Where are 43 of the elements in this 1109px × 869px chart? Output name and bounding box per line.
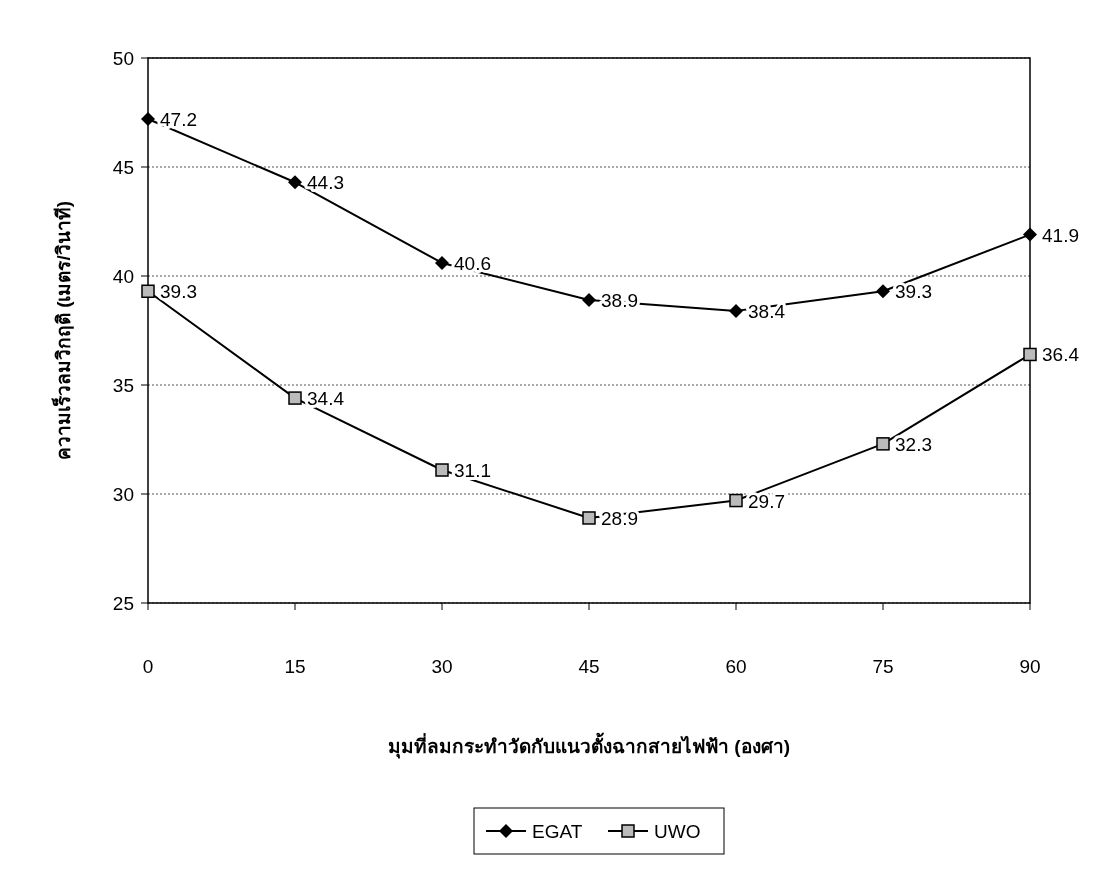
data-label: 40.6 xyxy=(454,252,491,274)
point xyxy=(1023,227,1037,242)
x-tick-label: 75 xyxy=(872,656,894,677)
y-tick-label: 50 xyxy=(112,48,134,69)
x-tick-label: 15 xyxy=(284,656,306,677)
y-tick-label: 40 xyxy=(112,266,134,287)
data-label: 29.7 xyxy=(748,490,785,512)
y-axis-title: ความเร็วลมวิกฤติ (เมตร/วินาที) xyxy=(51,200,74,461)
point xyxy=(1023,347,1037,362)
x-tick-label: 90 xyxy=(1019,656,1041,677)
x-tick-label: 30 xyxy=(431,656,453,677)
data-label: 39.3 xyxy=(160,281,197,303)
y-tick-label: 25 xyxy=(112,593,134,614)
point xyxy=(876,437,890,451)
x-tick-label: 0 xyxy=(142,656,154,677)
data-label: 38.4 xyxy=(748,300,786,322)
point xyxy=(582,292,596,307)
point xyxy=(729,303,743,318)
legend-label: EGAT xyxy=(532,821,583,842)
data-label: 32.3 xyxy=(895,433,932,455)
point xyxy=(435,463,449,477)
data-label: 36.4 xyxy=(1042,344,1080,366)
x-tick-label: 60 xyxy=(725,656,747,677)
point xyxy=(141,284,155,299)
y-tick-label: 45 xyxy=(112,157,134,178)
data-label: 34.4 xyxy=(307,388,345,410)
point xyxy=(435,255,449,270)
data-label: 39.3 xyxy=(895,281,932,303)
y-tick-label: 30 xyxy=(112,484,134,505)
point xyxy=(141,112,155,127)
x-tick-label: 45 xyxy=(578,656,600,677)
data-label: 47.2 xyxy=(160,109,197,131)
point xyxy=(876,284,890,299)
point xyxy=(288,175,302,190)
x-axis-title: มุมที่ลมกระทำวัดกับแนวตั้งฉากสายไฟฟ้า (องศา) xyxy=(388,732,790,759)
point xyxy=(288,391,302,405)
data-label: 31.1 xyxy=(454,460,491,482)
point xyxy=(729,493,743,508)
data-label: 41.9 xyxy=(1042,224,1079,246)
point xyxy=(582,511,596,525)
legend-label: UWO xyxy=(654,821,701,842)
y-tick-label: 35 xyxy=(112,375,134,396)
data-label: 44.3 xyxy=(307,172,344,194)
